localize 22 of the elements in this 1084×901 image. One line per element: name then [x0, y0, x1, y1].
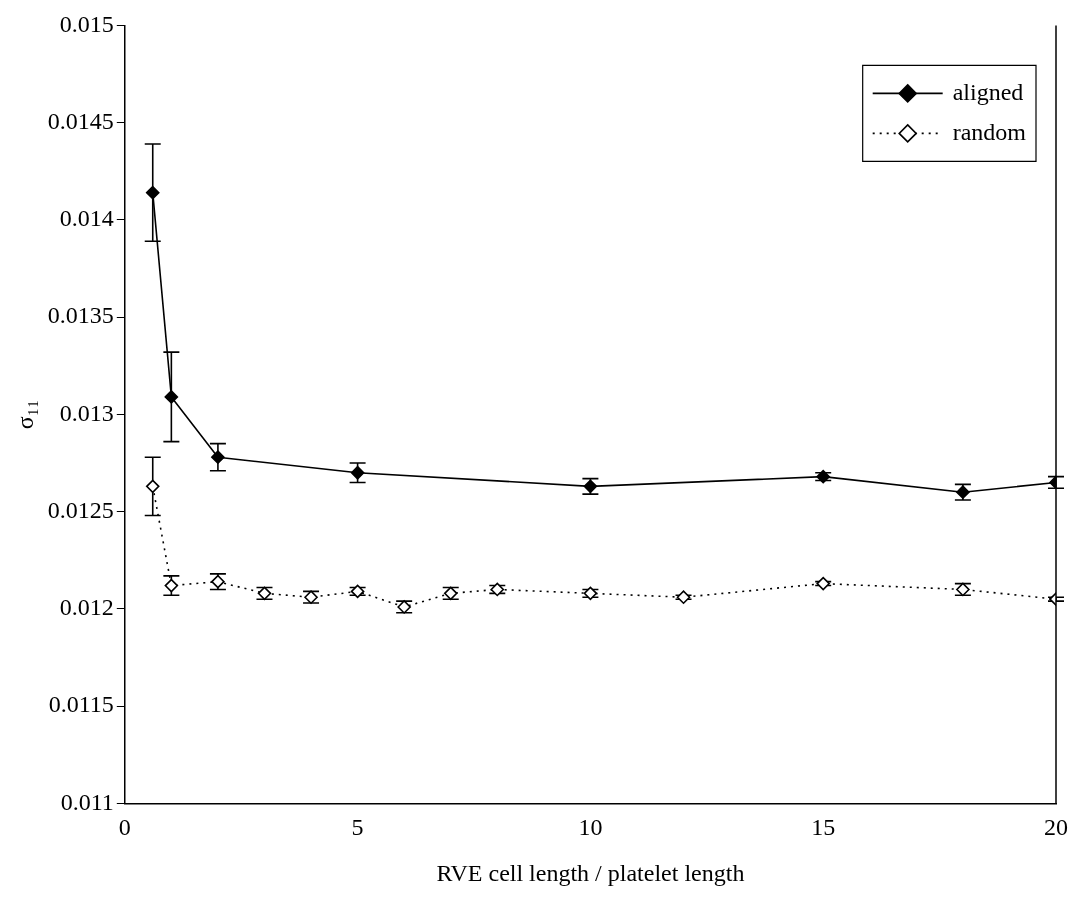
x-tick-label: 5 [351, 814, 364, 841]
y-tick-label: 0.014 [59, 205, 114, 232]
point [145, 479, 160, 494]
y-tick-label: 0.0115 [48, 691, 114, 718]
point [145, 185, 160, 200]
x-tick-label: 10 [578, 814, 603, 841]
point [676, 590, 691, 605]
y-tick-label: 0.0125 [47, 496, 114, 523]
x-tick-label: 0 [118, 814, 131, 841]
x-axis-title: RVE cell length / platelet length [436, 859, 745, 886]
y-tick-label: 0.013 [59, 399, 114, 426]
point [164, 390, 179, 404]
y-axis-title: σ₁₁ [11, 399, 38, 430]
legend-label: aligned [952, 78, 1024, 105]
y-tick-label: 0.0145 [47, 107, 114, 134]
x-tick-label: 20 [1044, 814, 1068, 841]
x-tick-label: 15 [811, 814, 836, 841]
y-tick-label: 0.012 [59, 594, 114, 621]
y-tick-label: 0.011 [60, 788, 114, 815]
y-tick-label: 0.0135 [47, 302, 114, 329]
legend-label: random [952, 118, 1027, 145]
y-tick-label: 0.015 [59, 10, 114, 37]
